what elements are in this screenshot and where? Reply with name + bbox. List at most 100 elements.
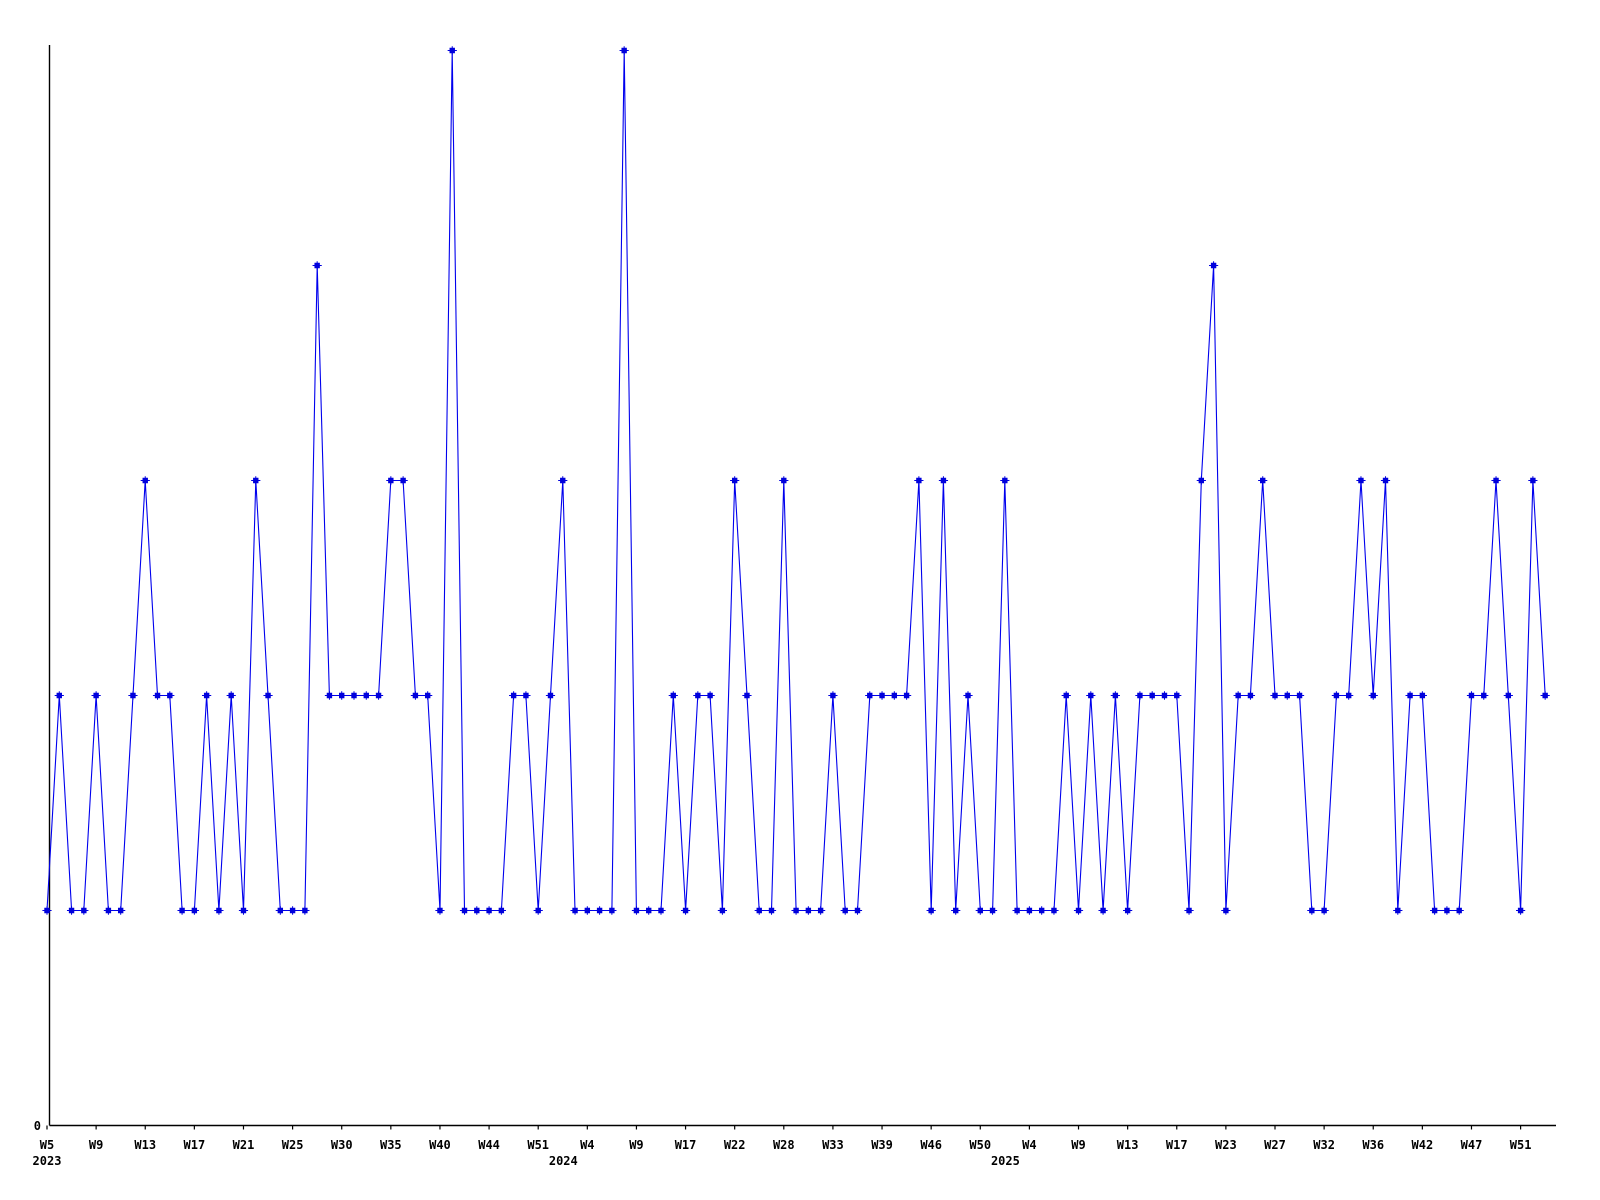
data-point: [91, 691, 101, 700]
data-point: [312, 261, 322, 270]
data-point: [1282, 691, 1292, 700]
data-point: [1368, 691, 1378, 700]
data-point: [545, 691, 556, 700]
data-point: [496, 906, 506, 915]
data-point: [398, 476, 408, 485]
data-point: [373, 691, 384, 700]
x-tick-label: W27: [1264, 1138, 1286, 1152]
x-tick-label: W51: [527, 1138, 549, 1152]
data-point: [840, 906, 850, 915]
data-point: [1430, 906, 1440, 915]
data-point: [1319, 906, 1329, 915]
data-point: [410, 691, 420, 700]
data-point: [54, 691, 64, 700]
x-tick-label: W22: [724, 1138, 746, 1152]
data-point: [717, 906, 727, 915]
data-point: [1380, 476, 1391, 485]
x-tick-label: W33: [822, 1138, 844, 1152]
x-tick-label: W5: [40, 1138, 54, 1152]
data-point: [1000, 476, 1010, 485]
data-point: [803, 906, 813, 915]
data-point: [238, 906, 249, 915]
year-label: 2025: [991, 1154, 1020, 1168]
data-point: [288, 906, 298, 915]
data-point: [742, 691, 752, 700]
data-point: [779, 476, 789, 485]
x-tick-label: W42: [1412, 1138, 1434, 1152]
data-line: [46, 50, 1546, 912]
data-point: [656, 906, 666, 915]
data-point: [1405, 691, 1415, 700]
data-point: [1331, 691, 1341, 700]
data-point: [1491, 476, 1501, 485]
x-tick-label: W17: [675, 1138, 697, 1152]
x-tick-label: W32: [1313, 1138, 1335, 1152]
data-point: [938, 476, 949, 485]
x-tick-label: W4: [1022, 1138, 1036, 1152]
data-point: [103, 906, 113, 915]
data-point: [816, 906, 826, 915]
data-point: [1086, 691, 1096, 700]
data-point: [1135, 691, 1145, 700]
data-point: [1454, 906, 1464, 915]
data-point: [1356, 476, 1366, 485]
data-point: [1258, 476, 1268, 485]
data-point: [300, 906, 310, 915]
data-point: [865, 691, 875, 700]
data-point: [1516, 906, 1526, 915]
data-point: [644, 906, 654, 915]
data-point: [1024, 906, 1034, 915]
data-point: [472, 906, 482, 915]
data-point: [202, 691, 212, 700]
x-tick-label: W51: [1510, 1138, 1532, 1152]
year-label: 2023: [33, 1154, 62, 1168]
data-point: [1172, 691, 1182, 700]
data-point: [1037, 906, 1047, 915]
data-point: [1393, 906, 1403, 915]
data-point: [386, 476, 396, 485]
data-point: [459, 906, 470, 915]
x-tick-label: W28: [773, 1138, 795, 1152]
y-zero-label: 0: [34, 1119, 41, 1133]
x-tick-label: W23: [1215, 1138, 1237, 1152]
data-point: [128, 691, 138, 700]
data-point: [730, 476, 740, 485]
x-tick-label: W4: [580, 1138, 594, 1152]
data-point: [1270, 691, 1280, 700]
data-point: [963, 691, 973, 700]
data-point: [1417, 691, 1427, 700]
data-point: [1049, 906, 1059, 915]
data-point: [1184, 906, 1194, 915]
data-point: [42, 906, 52, 915]
data-point: [582, 906, 592, 915]
data-point: [877, 691, 887, 700]
data-point: [521, 691, 531, 700]
data-point: [1147, 691, 1157, 700]
data-point: [914, 476, 924, 485]
data-point: [1528, 476, 1538, 485]
data-point: [754, 906, 764, 915]
x-tick-label: W13: [1117, 1138, 1139, 1152]
x-tick-label: W25: [282, 1138, 304, 1152]
data-point: [435, 906, 445, 915]
x-tick-label: W46: [920, 1138, 942, 1152]
data-point: [619, 46, 629, 55]
data-point: [1209, 261, 1219, 270]
data-point: [79, 906, 89, 915]
data-point: [852, 906, 863, 915]
data-point: [902, 691, 912, 700]
data-point: [1479, 691, 1489, 700]
data-point: [1344, 691, 1354, 700]
data-point: [1503, 691, 1513, 700]
x-tick-label: W39: [871, 1138, 893, 1152]
data-point: [607, 906, 617, 915]
data-point: [189, 906, 199, 915]
data-point: [251, 476, 261, 485]
data-point: [361, 691, 371, 700]
data-point: [324, 691, 335, 700]
x-tick-label: W9: [89, 1138, 103, 1152]
data-point: [349, 691, 359, 700]
x-tick-label: W9: [1071, 1138, 1085, 1152]
